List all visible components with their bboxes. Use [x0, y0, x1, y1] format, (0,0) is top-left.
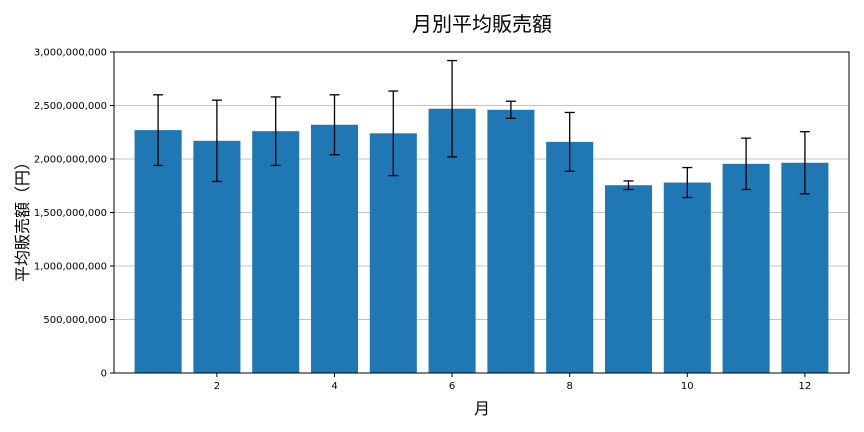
bars [134, 108, 829, 374]
bar [487, 109, 535, 373]
bar [310, 124, 359, 373]
bar [134, 130, 182, 373]
y-tick-label: 2,000,000,000 [34, 155, 107, 166]
x-tick-label: 10 [681, 381, 694, 392]
y-axis-ticks: 0 500,000,000 1,000,000,000 1,500,000,000 2,… [34, 48, 114, 380]
bar [604, 185, 653, 373]
y-tick-label: 1,500,000,000 [34, 208, 107, 219]
y-tick-label: 500,000,000 [43, 315, 107, 326]
bar [781, 162, 829, 373]
x-tick-label: 8 [567, 381, 573, 392]
bar [252, 131, 300, 373]
y-tick-label: 0 [101, 369, 107, 380]
y-tick-label: 1,000,000,000 [34, 262, 107, 273]
x-axis-label: 月 [474, 399, 490, 418]
y-tick-label: 3,000,000,000 [34, 48, 107, 59]
bar [546, 141, 594, 373]
x-tick-label: 4 [331, 381, 337, 392]
x-axis-ticks: 2 4 6 8 10 12 [214, 373, 812, 392]
chart-title: 月別平均販売額 [412, 12, 552, 36]
error-bars [153, 59, 810, 199]
bar [663, 182, 711, 373]
x-tick-label: 2 [214, 381, 220, 392]
y-tick-label: 2,500,000,000 [34, 101, 107, 112]
x-tick-label: 6 [449, 381, 455, 392]
y-axis-label: 平均販売額（円） [13, 154, 32, 282]
x-tick-label: 12 [799, 381, 812, 392]
bar [722, 163, 770, 373]
